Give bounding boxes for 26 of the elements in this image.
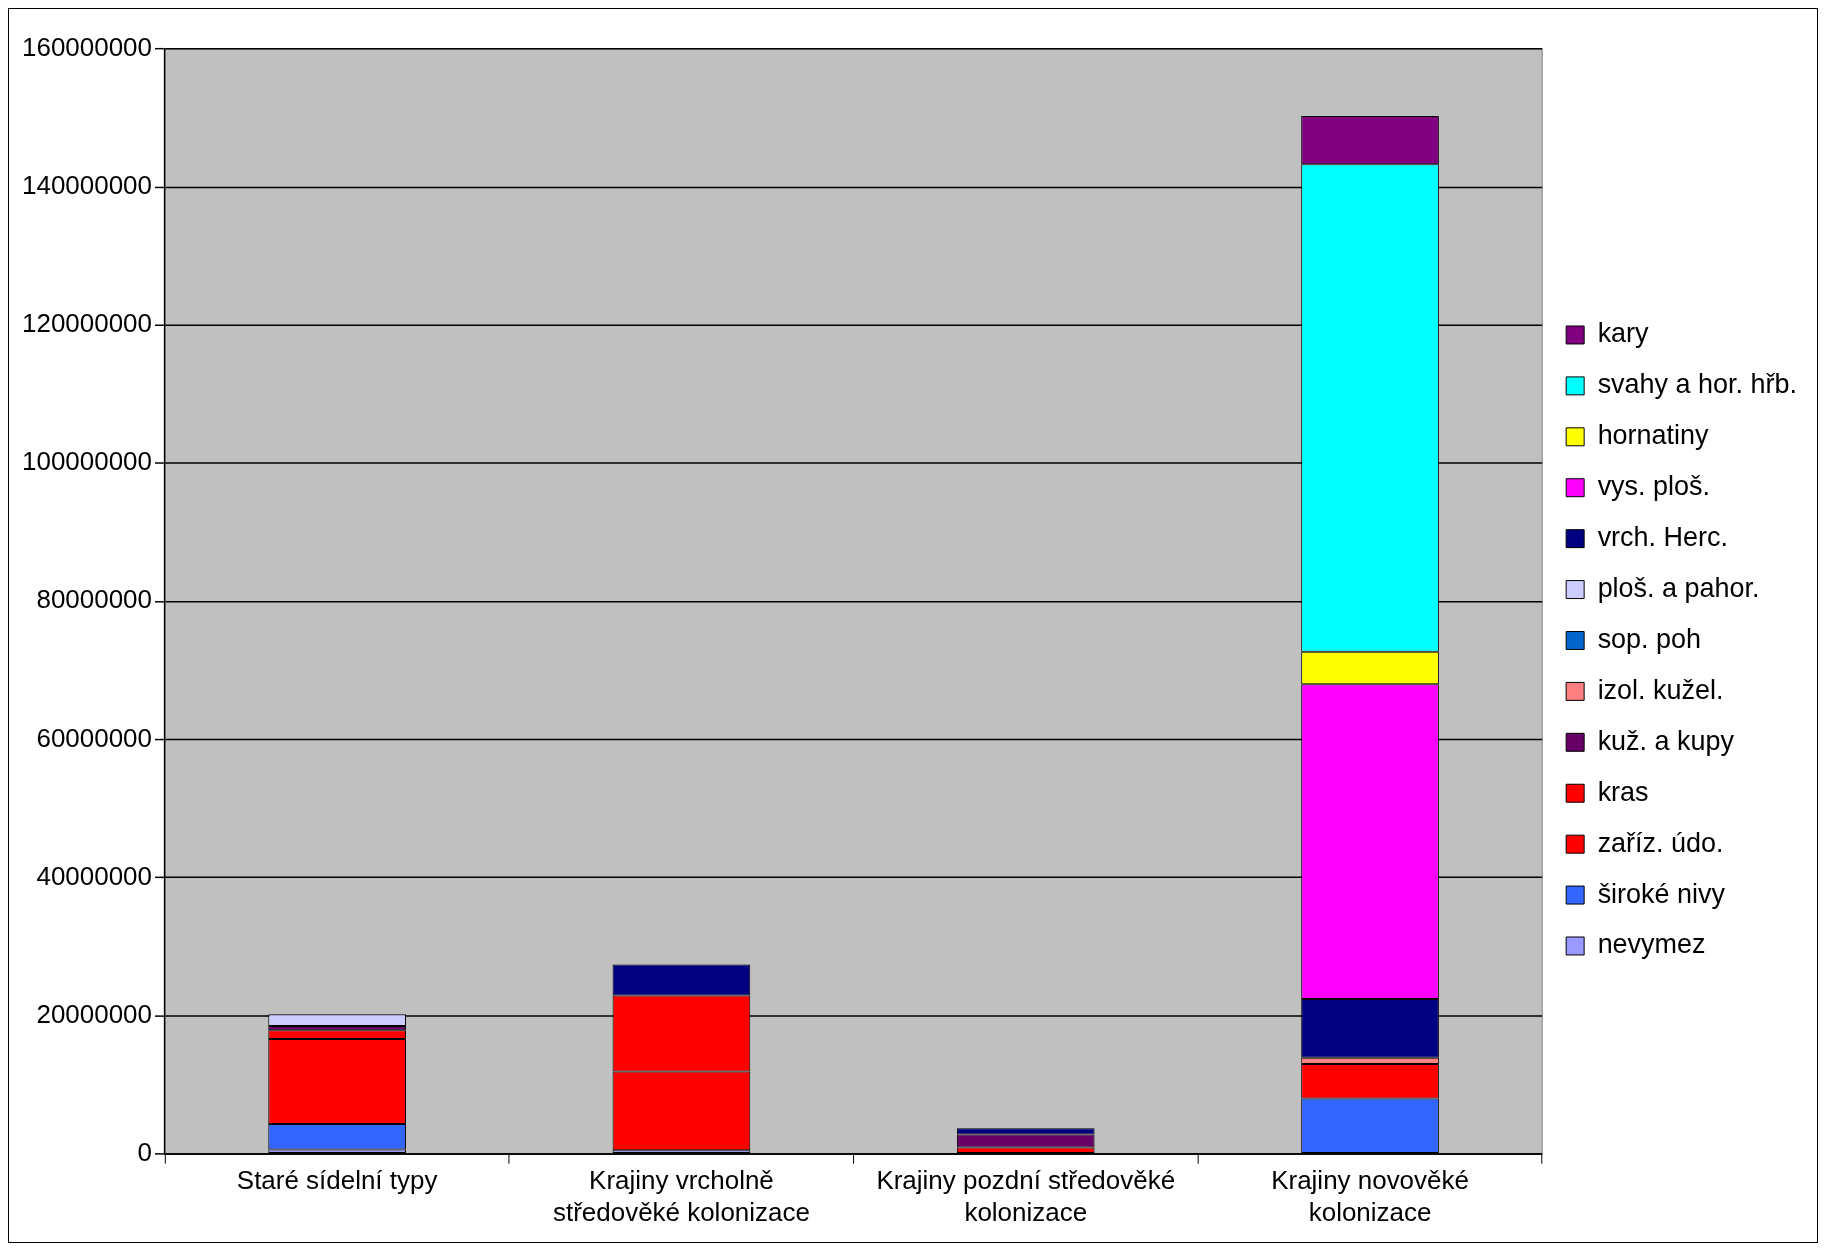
legend-label: zaříz. údo. [1597, 827, 1724, 858]
legend-label: široké nivy [1597, 878, 1726, 909]
legend-label: izol. kužel. [1597, 674, 1724, 705]
y-tick-label: 120000000 [22, 308, 152, 339]
legend-label: ploš. a pahor. [1597, 573, 1760, 603]
legend-label: sop. poh [1597, 623, 1702, 654]
legend-label: hornatiny [1597, 420, 1710, 451]
y-tick-label: 160000000 [22, 32, 152, 63]
legend-label: nevymez [1597, 929, 1706, 960]
y-tick-label: 80000000 [36, 584, 152, 615]
legend-label: kary [1597, 318, 1650, 349]
legend-label: svahy a hor. hřb. [1597, 369, 1797, 400]
y-tick-label: 0 [137, 1136, 152, 1167]
y-tick-label: 20000000 [36, 998, 152, 1029]
legend-label: vrch. Herc. [1597, 522, 1728, 553]
x-tick-label: Krajiny vrcholně středověké kolonizace [552, 1165, 810, 1227]
y-tick-label: 140000000 [22, 170, 152, 201]
y-tick-label: 40000000 [36, 860, 152, 891]
x-tick-label: Krajiny pozdní středověké kolonizace [876, 1165, 1176, 1227]
x-tick-label: Krajiny novověké kolonizace [1271, 1165, 1469, 1227]
legend-label: vys. ploš. [1597, 471, 1710, 502]
y-tick-label: 60000000 [36, 722, 152, 753]
x-tick-label: Staré sídelní typy [236, 1165, 438, 1196]
legend-label: kuž. a kupy [1597, 725, 1735, 756]
legend-label: kras [1597, 776, 1649, 807]
y-tick-label: 100000000 [22, 446, 152, 477]
